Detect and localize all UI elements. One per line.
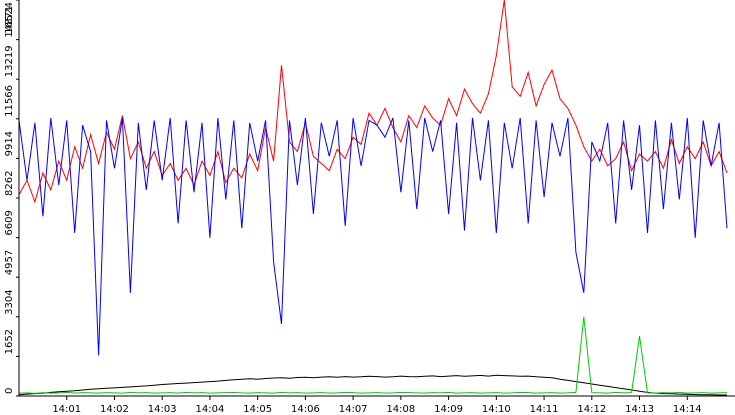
series-line xyxy=(18,374,727,396)
x-tick-label: 14:04 xyxy=(196,404,225,415)
x-tick-label: 14:03 xyxy=(148,404,177,415)
y-tick-label: 14871 xyxy=(4,6,15,38)
x-tick-label: 14:01 xyxy=(52,404,81,415)
x-tick-label: 14:11 xyxy=(530,404,559,415)
y-tick-label: 4957 xyxy=(4,250,15,275)
x-tick-label: 14:06 xyxy=(291,404,320,415)
x-tick-label: 14:13 xyxy=(625,404,654,415)
x-tick-label: 14:07 xyxy=(339,404,368,415)
y-tick-label: 9914 xyxy=(4,131,15,156)
series-line xyxy=(18,117,728,356)
y-tick-label: 13219 xyxy=(4,45,15,77)
y-tick-label: 16524 xyxy=(4,2,15,34)
y-tick-label: 11566 xyxy=(4,85,15,117)
x-tick-label: 14:05 xyxy=(243,404,272,415)
x-tick-label: 14:14 xyxy=(673,404,702,415)
y-tick-label: 3304 xyxy=(4,289,15,314)
y-tick-label: 0 xyxy=(4,388,15,394)
y-tick-label: 6609 xyxy=(4,210,15,235)
series-line xyxy=(18,316,728,394)
x-tick-label: 14:10 xyxy=(482,404,511,415)
y-tick-label: 8262 xyxy=(4,171,15,196)
x-tick-label: 14:09 xyxy=(434,404,463,415)
x-tick-label: 14:12 xyxy=(577,404,606,415)
y-tick-label: 1652 xyxy=(4,329,15,354)
x-tick-label: 14:02 xyxy=(100,404,129,415)
x-tick-label: 14:08 xyxy=(386,404,415,415)
